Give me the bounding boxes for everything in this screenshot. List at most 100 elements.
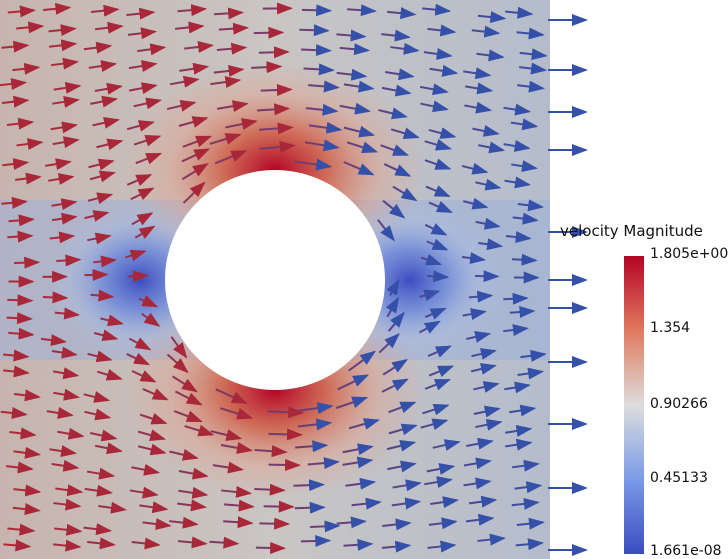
velocity-arrow — [254, 483, 286, 496]
velocity-arrow — [268, 458, 302, 471]
velocity-arrow — [86, 467, 116, 480]
velocity-arrow — [259, 140, 296, 153]
velocity-arrow — [84, 484, 113, 497]
velocity-arrow — [461, 162, 489, 175]
velocity-arrow — [179, 62, 210, 75]
velocity-arrow — [472, 125, 500, 137]
velocity-arrow — [223, 516, 254, 529]
velocity-arrow — [263, 500, 295, 513]
velocity-arrows — [0, 2, 548, 554]
velocity-arrow — [336, 516, 367, 529]
velocity-arrow — [214, 150, 248, 165]
velocity-arrow — [51, 212, 78, 225]
velocity-arrow — [386, 7, 417, 20]
velocity-arrow — [126, 120, 155, 132]
velocity-arrow — [427, 270, 450, 283]
velocity-arrow — [128, 60, 158, 72]
velocity-arrow — [46, 407, 74, 419]
velocity-arrow — [259, 122, 294, 135]
velocity-arrow — [465, 513, 495, 526]
velocity-arrow — [216, 100, 249, 113]
velocity-arrow — [464, 82, 494, 95]
velocity-arrow — [90, 95, 119, 108]
velocity-arrow — [392, 185, 418, 202]
velocity-arrow — [422, 403, 450, 416]
velocity-arrow — [297, 418, 333, 431]
velocity-arrow — [92, 116, 120, 129]
velocity-arrow — [2, 349, 30, 362]
velocity-arrow — [419, 289, 441, 302]
velocity-arrow — [388, 311, 405, 332]
velocity-arrow — [213, 64, 245, 77]
velocity-arrow — [89, 170, 116, 183]
velocity-arrow — [463, 457, 492, 470]
velocity-arrow — [475, 418, 503, 431]
velocity-arrow — [16, 21, 45, 34]
velocity-arrow — [517, 367, 545, 380]
velocity-arrow — [88, 158, 115, 171]
velocity-arrow — [45, 158, 72, 171]
velocity-arrow — [98, 501, 127, 514]
velocity-arrow — [133, 97, 163, 110]
velocity-arrow — [519, 62, 548, 75]
velocity-arrow — [295, 440, 329, 453]
velocity-arrow — [255, 541, 287, 554]
velocity-arrow — [335, 396, 369, 409]
velocity-arrow — [49, 445, 78, 458]
velocity-arrow — [503, 103, 532, 116]
velocity-arrow — [2, 158, 30, 171]
velocity-arrow — [461, 252, 487, 265]
velocity-arrow — [48, 173, 75, 185]
velocity-arrow — [503, 292, 529, 305]
velocity-arrow — [294, 501, 326, 514]
velocity-arrow — [337, 374, 370, 391]
colorbar-label-max: 1.805e+00 — [650, 246, 728, 262]
velocity-arrow — [432, 439, 461, 451]
velocity-arrow — [89, 429, 118, 442]
velocity-arrow — [137, 429, 167, 441]
velocity-arrow — [418, 320, 441, 334]
velocity-arrow — [13, 389, 41, 402]
velocity-arrow — [425, 185, 451, 198]
velocity-arrow — [133, 134, 162, 147]
velocity-arrow — [504, 425, 533, 437]
velocity-arrow — [7, 294, 34, 307]
velocity-arrow — [128, 82, 158, 95]
velocity-arrow — [347, 4, 377, 17]
velocity-arrow — [216, 42, 248, 55]
velocity-arrow — [466, 331, 492, 343]
velocity-arrow — [516, 517, 545, 530]
velocity-arrow — [87, 537, 116, 550]
velocity-arrow — [382, 359, 409, 376]
velocity-arrow — [54, 307, 81, 320]
velocity-arrow — [87, 232, 112, 245]
velocity-arrow — [134, 225, 156, 240]
velocity-arrow — [466, 437, 494, 450]
velocity-arrow — [308, 121, 343, 134]
velocity-arrow — [300, 534, 332, 547]
velocity-arrow — [473, 381, 500, 393]
velocity-arrow — [304, 139, 340, 152]
velocity-arrow — [131, 463, 161, 476]
velocity-arrow — [503, 140, 531, 152]
velocity-arrow — [6, 117, 35, 130]
velocity-arrow — [475, 178, 502, 191]
velocity-arrow — [166, 353, 189, 374]
velocity-arrow — [377, 219, 395, 242]
velocity-arrow — [464, 101, 493, 114]
velocity-arrow — [478, 141, 506, 154]
velocity-arrow — [345, 477, 376, 490]
velocity-arrow — [178, 467, 209, 480]
velocity-arrow — [209, 133, 242, 145]
velocity-arrow — [50, 57, 80, 70]
velocity-arrow — [131, 537, 161, 550]
velocity-arrow — [476, 49, 505, 62]
velocity-arrow — [42, 2, 72, 15]
velocity-arrow — [427, 540, 457, 553]
velocity-arrow — [381, 540, 412, 553]
velocity-arrow — [218, 22, 250, 35]
velocity-arrow — [137, 443, 167, 456]
velocity-arrow — [426, 463, 456, 475]
velocity-arrow — [391, 497, 422, 510]
edge-arrows — [548, 14, 588, 556]
